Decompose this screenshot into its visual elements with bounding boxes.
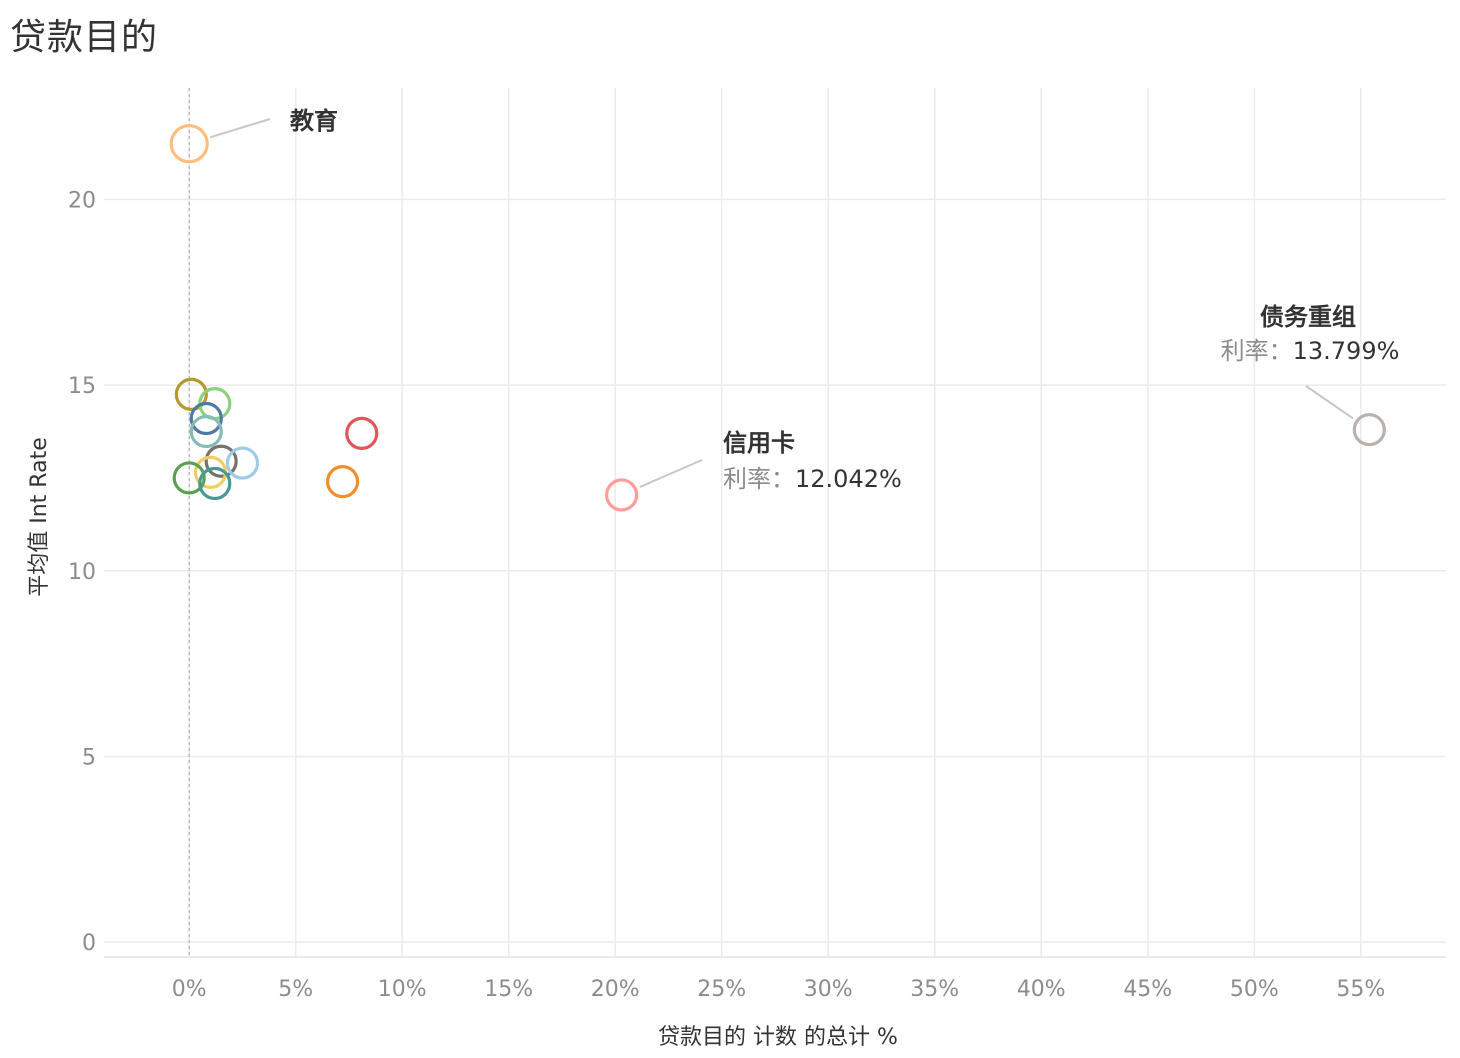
annotation-leader-line [209,118,271,139]
annotation-credit-card-rate-key: 利率： [723,465,795,493]
data-point[interactable] [204,444,238,478]
data-point[interactable] [174,377,208,411]
x-tick-label: 35% [910,977,959,1002]
grid-layer [104,88,1446,958]
annotation-leader-layer [209,118,1354,488]
annotation-credit-card: 信用卡 利率：12.042% [723,429,902,493]
annotation-debt-consolidation: 债务重组 利率：13.799% [1221,303,1400,365]
data-point[interactable] [225,446,260,480]
x-tick-label: 10% [378,977,427,1002]
data-point[interactable] [605,478,639,512]
annotation-debt-consolidation-title: 债务重组 [1260,303,1356,331]
data-point[interactable] [198,466,232,501]
data-point[interactable] [172,461,206,495]
annotation-debt-consolidation-rate: 利率：13.799% [1221,337,1400,365]
y-axis-label: 平均值 Int Rate [27,437,52,597]
y-tick-label: 5 [82,745,96,770]
y-tick-label: 15 [68,374,96,399]
x-axis-label: 贷款目的 计数 的总计 % [658,1025,898,1050]
point-layer [169,124,1386,512]
page-title: 贷款目的 [10,17,159,58]
annotation-credit-card-rate: 利率：12.042% [723,465,902,493]
annotation-credit-card-title: 信用卡 [723,429,795,457]
x-tick-label: 25% [697,977,746,1002]
x-tick-label: 20% [591,977,640,1002]
y-tick-label: 20 [68,188,96,213]
x-tick-label: 45% [1123,977,1172,1002]
annotation-debt-consolidation-rate-key: 利率： [1221,337,1293,365]
x-tick-label: 50% [1230,977,1279,1002]
x-tick-label: 55% [1336,977,1385,1002]
data-point[interactable] [169,124,209,164]
y-tick-label: 10 [68,560,96,585]
tick-layer: 0% 5% 10% 15% 20% 25% 30% 35% 40% 45% 50% 55% 0 5 10 15… [68,188,1385,1002]
data-point[interactable] [189,414,223,449]
x-tick-label: 30% [804,977,853,1002]
annotation-debt-consolidation-rate-value: 13.799% [1293,337,1400,365]
x-tick-label: 5% [278,977,313,1002]
annotation-education-title: 教育 [290,107,338,135]
x-tick-label: 0% [172,977,207,1002]
data-point[interactable] [325,465,360,499]
data-point[interactable] [1352,413,1386,447]
data-point[interactable] [189,401,223,436]
annotation-leader-line [1305,385,1354,420]
x-tick-label: 15% [484,977,533,1002]
data-point[interactable] [345,416,379,450]
annotation-credit-card-rate-value: 12.042% [795,465,902,493]
y-tick-label: 0 [82,931,96,956]
x-tick-label: 40% [1017,977,1066,1002]
annotation-leader-line [639,459,703,488]
annotation-education: 教育 [290,107,338,135]
